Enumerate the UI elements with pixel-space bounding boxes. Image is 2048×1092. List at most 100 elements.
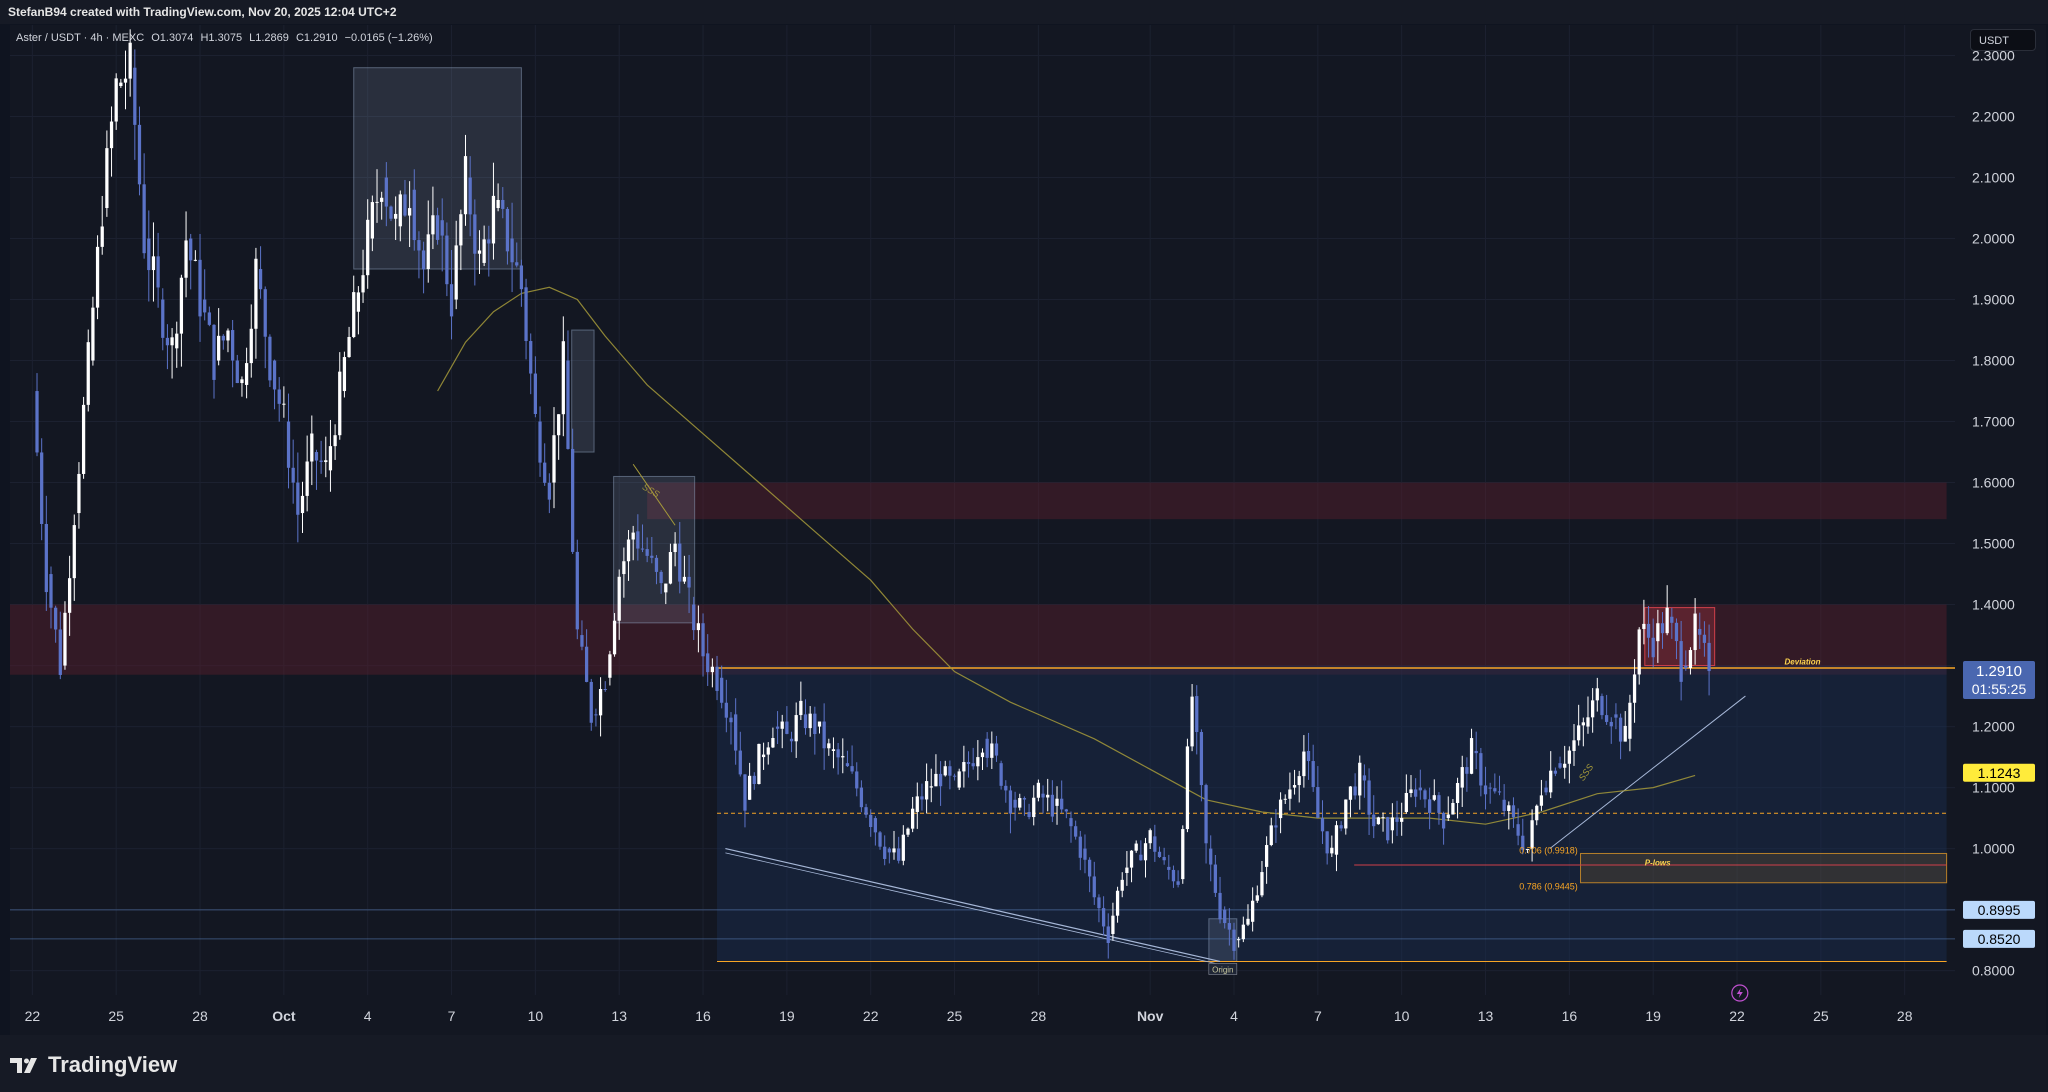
level-price-label: 0.8520	[1978, 931, 2021, 947]
candle-body	[1572, 740, 1576, 751]
candle-body	[855, 771, 859, 789]
candle-body	[822, 721, 826, 749]
ohlc-close: C1.2910	[295, 32, 338, 44]
candle-body	[449, 284, 454, 317]
candle-body	[417, 240, 421, 251]
candle-body	[1702, 634, 1707, 643]
candle-body	[258, 269, 263, 290]
candle-body	[1018, 798, 1022, 808]
x-tick-label: 16	[695, 1008, 711, 1024]
y-tick-label: 1.1000	[1972, 780, 2015, 796]
candle-body	[640, 548, 645, 550]
candle-body	[482, 239, 486, 263]
tradingview-brand[interactable]: TradingView	[10, 1052, 177, 1078]
deviation-label: Deviation	[1785, 657, 1821, 666]
candle-body	[566, 360, 570, 449]
candle-body	[1558, 763, 1562, 768]
candle-body	[333, 435, 337, 447]
candle-body	[892, 848, 896, 853]
candle-body	[1041, 793, 1045, 798]
candle-body	[35, 391, 39, 453]
x-tick-label: 10	[1394, 1008, 1410, 1024]
candle-body	[40, 452, 44, 524]
candle-body	[72, 525, 76, 579]
trendline	[725, 852, 1221, 965]
candle-body	[1344, 799, 1348, 829]
candle-body	[1656, 623, 1660, 642]
currency-button[interactable]: USDT	[1970, 29, 2036, 51]
candle-body	[626, 539, 631, 562]
candle-body	[1614, 714, 1618, 718]
candle-body	[394, 213, 398, 219]
candle-body	[668, 552, 673, 584]
candle-body	[1260, 872, 1264, 896]
candle-body	[906, 828, 910, 835]
candle-body	[706, 653, 710, 673]
candle-body	[1185, 746, 1190, 830]
candle-body	[747, 775, 752, 800]
candle-body	[375, 201, 379, 203]
chart-area[interactable]: SSS SSS Deviation P-lows Origin 0.706 (0.9918…	[10, 25, 2046, 1035]
y-tick-label: 1.8000	[1972, 353, 2015, 369]
candle-body	[901, 834, 905, 861]
candle-body	[384, 177, 388, 207]
candle-body	[231, 330, 235, 361]
candle-body	[310, 433, 314, 462]
candle-body	[538, 421, 542, 463]
candle-body	[356, 292, 361, 312]
origin-badge	[1208, 963, 1238, 975]
candle-body	[771, 738, 775, 748]
trendline	[725, 847, 1221, 963]
candle-body	[1441, 812, 1446, 829]
candle-body	[571, 448, 575, 552]
candle-body	[1465, 767, 1469, 774]
y-tick-label: 2.0000	[1972, 231, 2015, 247]
candle-body	[785, 721, 789, 734]
candle-body	[67, 578, 72, 613]
rising-trendline	[1549, 695, 1746, 849]
candle-body	[431, 215, 435, 235]
candle-body	[165, 337, 170, 346]
candle-body	[1372, 814, 1376, 827]
candle-body	[580, 635, 584, 647]
x-tick-label: 19	[779, 1008, 795, 1024]
candle-body	[244, 363, 249, 385]
lightning-icon	[1731, 984, 1749, 1002]
candle-body	[552, 435, 556, 483]
candle-body	[133, 67, 137, 125]
candle-body	[1288, 789, 1292, 799]
candle-body	[1101, 908, 1106, 927]
x-tick-label: 22	[25, 1008, 41, 1024]
candle-body	[519, 265, 524, 290]
candle-body	[813, 713, 817, 735]
candle-body	[1451, 802, 1455, 815]
candle-body	[1120, 879, 1124, 891]
candle-body	[282, 403, 286, 405]
footer-bar: TradingView	[0, 1035, 2048, 1092]
candle-body	[1688, 650, 1693, 669]
candle-body	[524, 287, 528, 342]
candle-body	[1153, 836, 1157, 852]
candle-body	[948, 766, 952, 776]
countdown-label: 01:55:25	[1972, 681, 2027, 697]
candle-body	[1539, 795, 1544, 806]
candle-body	[920, 796, 924, 800]
candle-body	[366, 219, 370, 276]
candle-body	[1586, 717, 1590, 727]
candle-body	[380, 197, 384, 202]
candle-body	[1381, 817, 1385, 819]
candle-body	[1684, 665, 1688, 669]
candle-body	[1674, 622, 1679, 642]
candle-body	[217, 335, 221, 361]
candle-body	[1563, 763, 1567, 768]
candle-body	[1632, 674, 1637, 703]
moving-average-line	[437, 286, 1696, 825]
candle-body	[1106, 926, 1110, 943]
candle-body	[193, 259, 198, 261]
candle-body	[799, 700, 803, 716]
candle-body	[501, 199, 505, 209]
candle-body	[1595, 688, 1599, 701]
candle-body	[1032, 797, 1036, 818]
candle-body	[836, 749, 840, 758]
